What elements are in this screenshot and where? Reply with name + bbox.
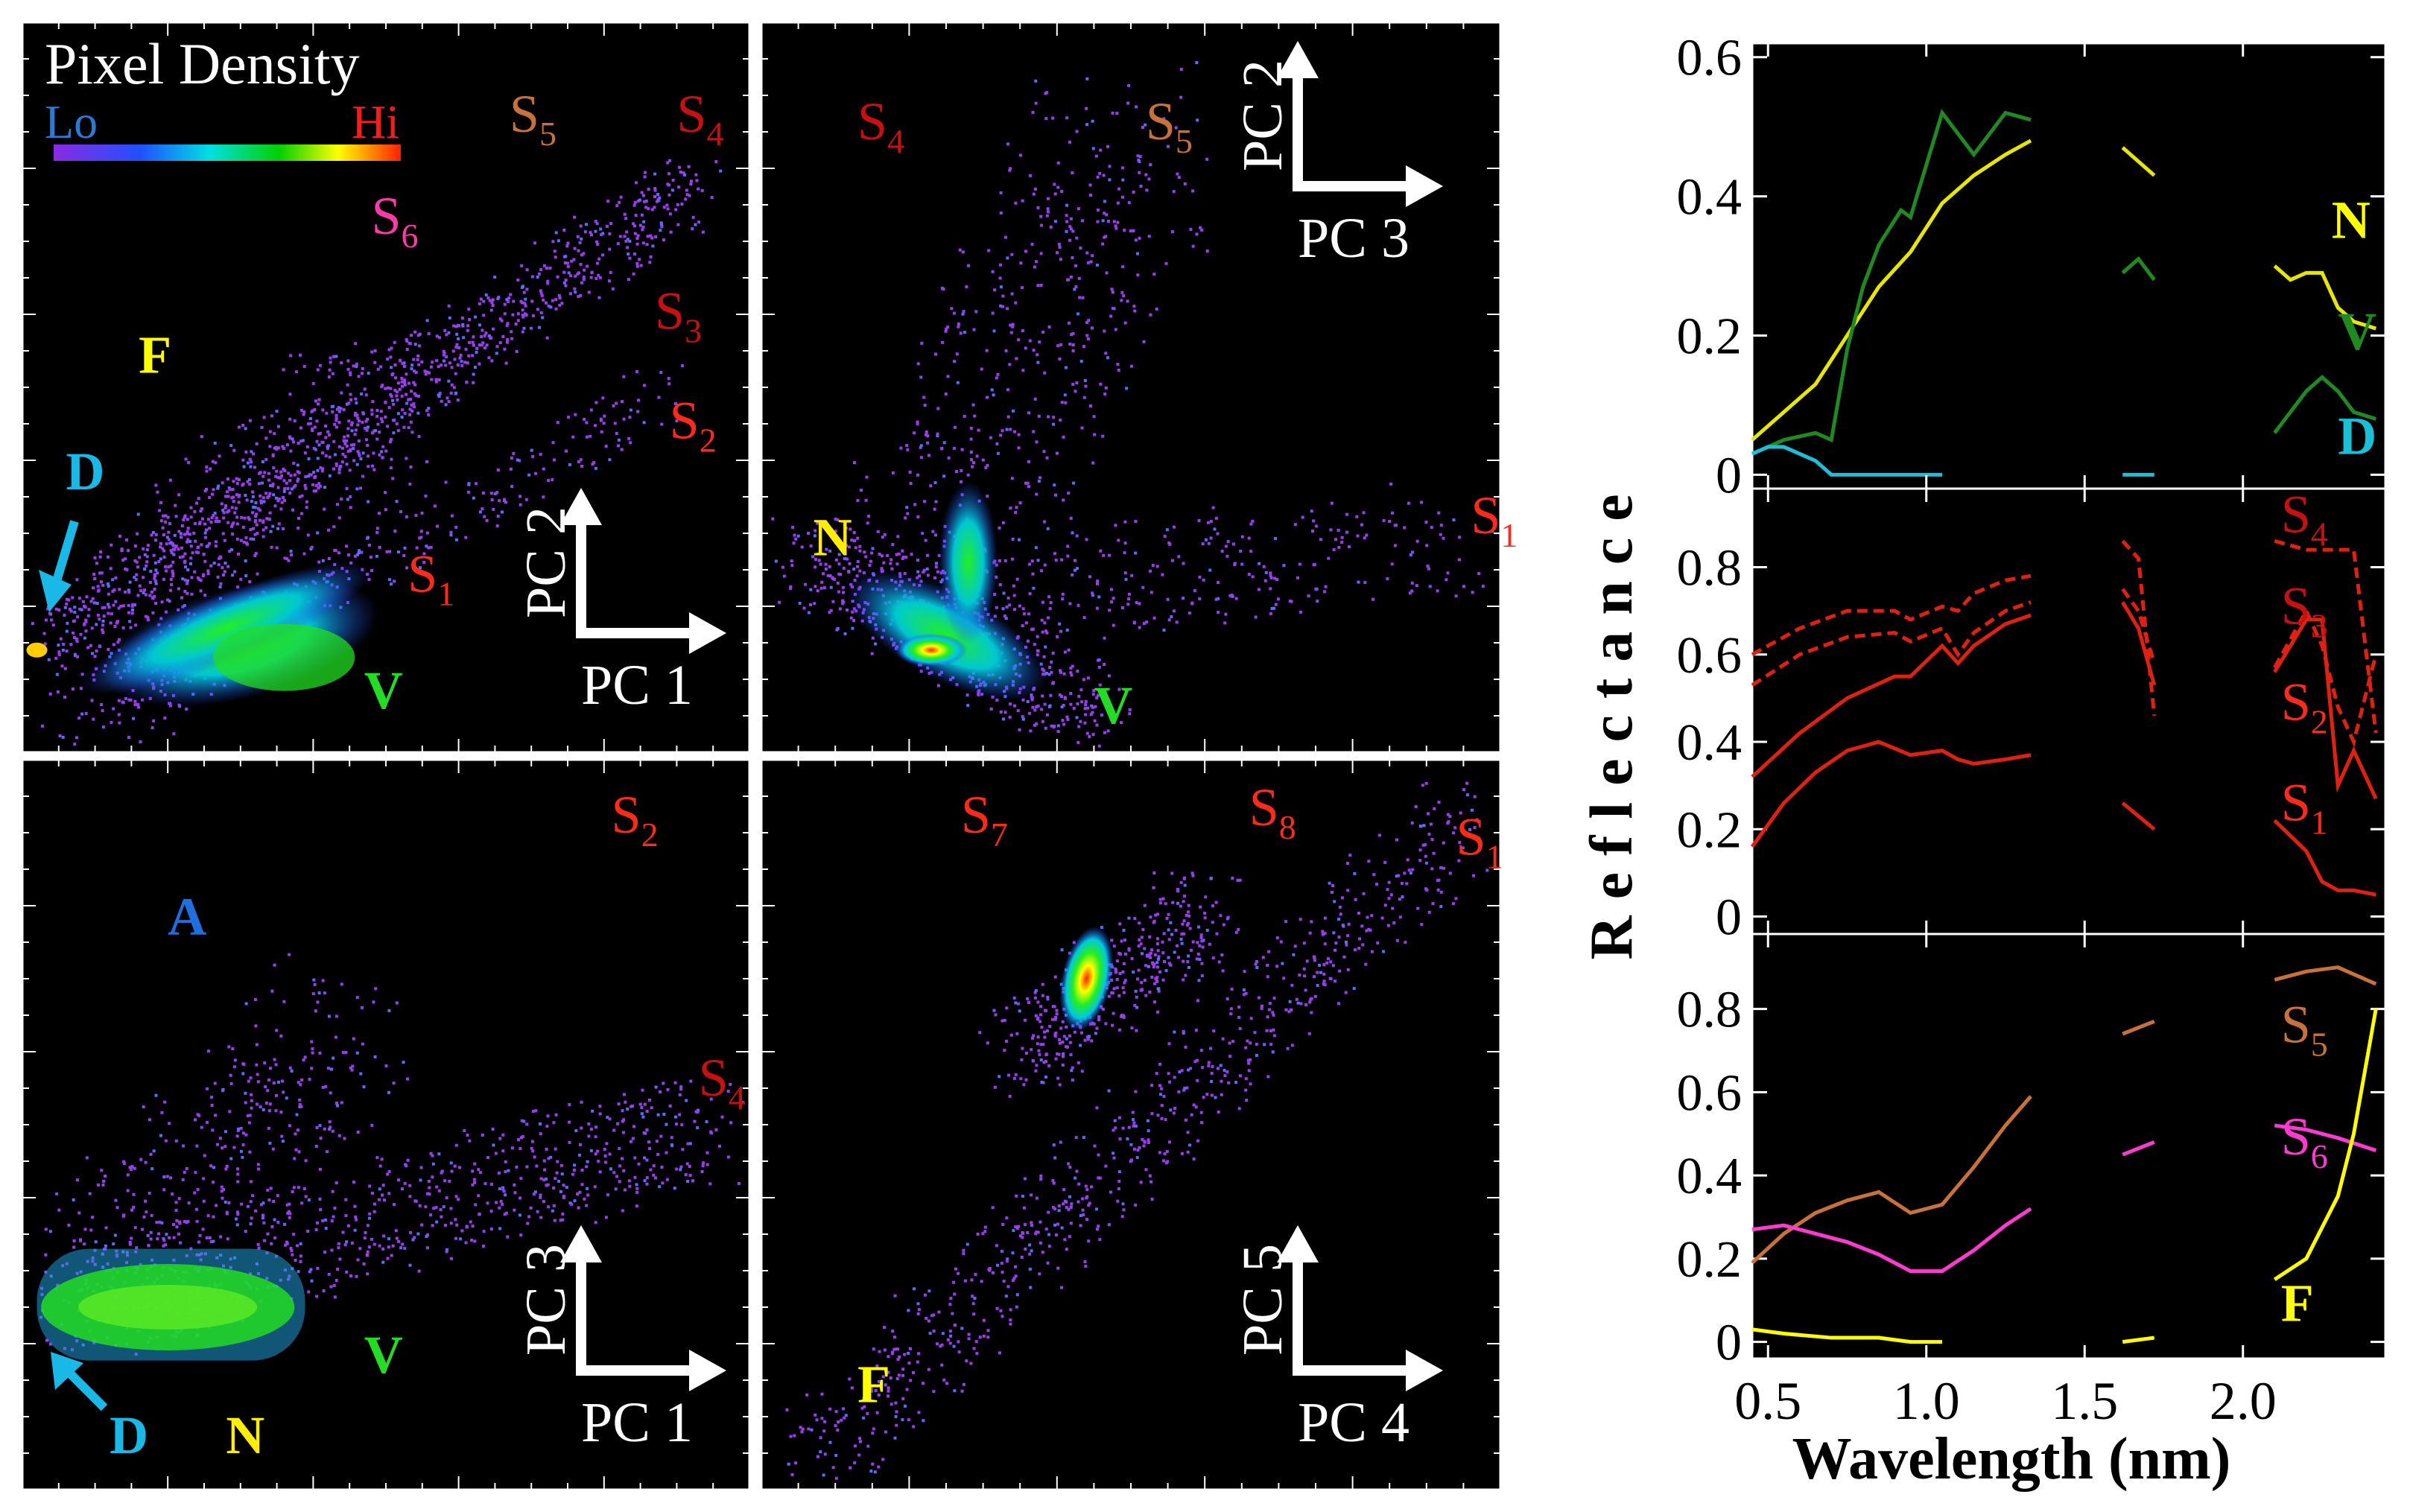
x-tick-label: 2.0 [2210, 1371, 2277, 1431]
series-line-N [1751, 139, 2032, 442]
x-tick-label: 0.5 [1734, 1371, 1801, 1431]
y-tick-label: 0.4 [1677, 714, 1743, 772]
series-line-S1 [2121, 801, 2156, 831]
axis-arrows: PC 4PC 5 [1231, 1225, 1443, 1454]
y-axis-name: PC 2 [1231, 60, 1294, 171]
series-line-S3 [2273, 606, 2378, 748]
x-axis-name: PC 1 [581, 1391, 693, 1454]
legend-lo: Lo [45, 95, 98, 148]
cluster-label: F [857, 1354, 890, 1414]
series-line-S3 [2121, 588, 2157, 664]
x-axis-name: PC 4 [1298, 1391, 1409, 1454]
series-line-S4 [2121, 539, 2157, 717]
y-tick-label: 0.8 [1677, 982, 1743, 1039]
series-line-F [1751, 1327, 1942, 1344]
series-line-V [2121, 256, 2156, 282]
series-line-S1 [1750, 740, 2032, 848]
series-line-S6 [2274, 1123, 2377, 1152]
y-axis-name: PC 3 [515, 1244, 577, 1356]
panel-ticks [22, 22, 749, 752]
axis-arrows: PC 1PC 3 [515, 1225, 726, 1454]
y-tick-label: 0.6 [1677, 30, 1743, 87]
series-line-S6 [1751, 1207, 2032, 1274]
cluster-label: S7 [961, 785, 1008, 854]
series-line-D [1751, 445, 1942, 477]
series-label: F [2281, 1274, 2314, 1333]
series-line-S2 [2273, 617, 2378, 800]
x-tick-label: 1.0 [1893, 1371, 1960, 1431]
reflectance-panel-1: 0 0.2 0.4 0.6 NVD [1677, 30, 2387, 504]
series-line-S3 [1751, 600, 2032, 687]
panel-background [1751, 487, 2387, 936]
d-arrows [39, 520, 108, 1411]
series-line-S6 [2122, 1140, 2155, 1157]
y-tick-label: 0.4 [1677, 1148, 1743, 1205]
y-tick-label: 0.6 [1677, 1064, 1743, 1122]
y-tick-label: 0 [1716, 1315, 1742, 1372]
y-tick-label: 0.8 [1677, 540, 1743, 597]
cluster-label: D [110, 1405, 148, 1465]
series-line-N [2121, 146, 2156, 177]
panel-background [1751, 933, 2387, 1360]
y-axis-name: PC 5 [1231, 1244, 1294, 1356]
cluster-label: V [364, 1325, 403, 1385]
series-line-V [2273, 375, 2376, 434]
cluster-label: V [1094, 676, 1132, 735]
x-axis-name: PC 1 [581, 654, 693, 717]
series-label: D [2338, 406, 2376, 466]
y-axis-name: PC 2 [515, 506, 577, 618]
series-line-S2 [1751, 613, 2032, 778]
cluster-label: D [66, 442, 105, 501]
panel-ticks [761, 760, 1500, 1490]
legend-title: Pixel Density [45, 31, 360, 96]
cluster-label: S4 [699, 1048, 746, 1116]
axis-arrows: PC 1PC 2 [515, 488, 726, 717]
series-line-V [1751, 109, 2032, 456]
panel-background [1751, 42, 2387, 490]
y-tick-label: 0.2 [1677, 1231, 1743, 1289]
series-line-N [2273, 264, 2376, 331]
axis-arrows: PC 3PC 2 [1231, 41, 1443, 270]
series-line-S5 [2274, 965, 2377, 986]
series-line-S1 [2273, 819, 2376, 897]
y-tick-label: 0 [1716, 889, 1742, 947]
legend-hi: Hi [352, 95, 399, 148]
series-label: N [2332, 191, 2371, 250]
series-label: V [2338, 302, 2376, 361]
y-tick-label: 0.4 [1677, 169, 1743, 226]
cluster-label: N [226, 1405, 264, 1465]
density-legend: Pixel Density Lo Hi [45, 31, 401, 161]
panel-ticks [761, 22, 1500, 752]
cluster-label: V [364, 661, 403, 720]
y-axis-label: Reflectance [1577, 477, 1645, 959]
series-line-F [2122, 1335, 2155, 1344]
y-tick-label: 0 [1716, 447, 1742, 504]
series-line-S4 [1751, 574, 2032, 656]
y-tick-label: 0.6 [1677, 627, 1743, 684]
y-tick-label: 0.2 [1677, 308, 1743, 365]
series-line-S5 [1751, 1095, 2032, 1265]
series-line-S4 [2274, 539, 2378, 734]
cluster-label: S1 [1471, 486, 1518, 554]
y-tick-label: 0.2 [1677, 801, 1743, 859]
cluster-label: N [813, 507, 852, 567]
cluster-label: A [168, 887, 206, 947]
series-line-F [2273, 1008, 2378, 1281]
cluster-label: F [139, 325, 171, 384]
x-axis-label: Wavelength (nm) [1792, 1426, 2231, 1492]
x-tick-label: 1.5 [2051, 1371, 2118, 1431]
density-points [31, 159, 723, 746]
series-line-S5 [2122, 1020, 2155, 1036]
panel-ticks [22, 760, 749, 1490]
series-line-S2 [2121, 601, 2157, 686]
x-axis-name: PC 3 [1298, 207, 1409, 270]
legend-colorbar [54, 144, 401, 161]
